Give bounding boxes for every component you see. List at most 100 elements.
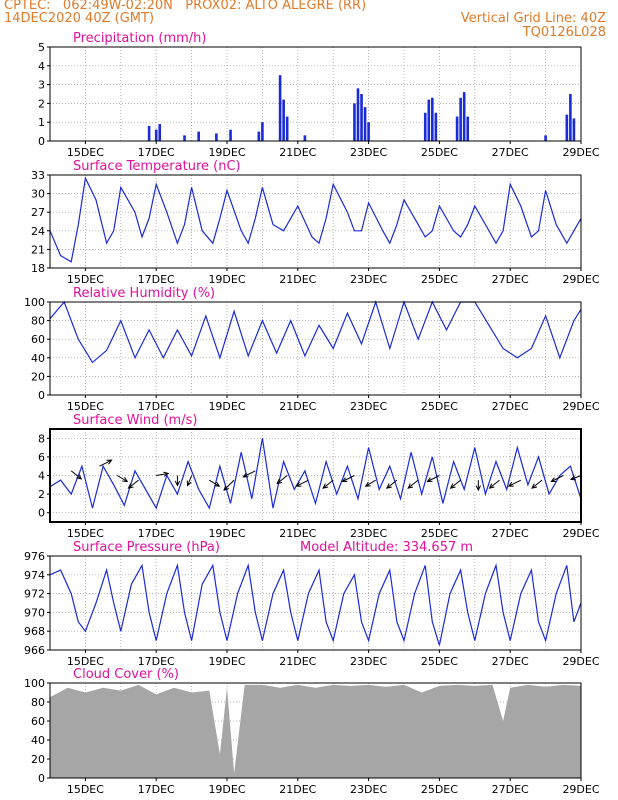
wind-arrow [365,479,376,487]
wind-arrow-head [276,478,283,485]
rh-ytick-label: 100 [24,296,45,309]
precip-bar [572,118,576,141]
precip-bar [360,94,363,141]
precip-ytick-label: 1 [38,116,45,129]
wind-arrow-head [386,483,392,489]
wind-arrow [296,479,309,487]
header-model-id: TQ0126L028 [522,25,606,40]
rh-xtick-label: 17DEC [138,400,175,413]
precip-bar [565,114,569,141]
pressure-line [49,563,582,646]
pressure-title: Surface Pressure (hPa) [73,540,220,555]
precip-bar [183,135,186,141]
temp-frame [49,174,582,269]
wind-xtick-label: 29DEC [562,527,599,540]
precip-ytick-label: 3 [38,79,45,92]
precip-bar [147,125,151,141]
rh-ytick-label: 40 [31,352,45,365]
wind-arrow-head [364,481,371,487]
rh-xtick-label: 29DEC [562,400,599,413]
cloud-area [50,684,581,778]
wind-xtick-label: 15DEC [67,527,104,540]
wind-arrow [243,470,256,478]
pressure-xtick-label: 23DEC [350,655,387,668]
precip-bar [303,135,307,141]
pressure-xtick-label: 17DEC [138,655,175,668]
temp-ytick-label: 18 [31,262,45,275]
cloud-ytick-label: 20 [31,753,45,766]
precip-bar [197,131,200,141]
precip-xtick-label: 29DEC [562,146,599,159]
rh-xtick-label: 15DEC [67,400,104,413]
temp-xtick-label: 19DEC [208,273,245,286]
precip-bar [431,97,434,141]
cloud-xtick-label: 23DEC [350,783,387,796]
wind-arrow [156,473,169,476]
rh-xtick-label: 23DEC [350,400,387,413]
wind-arrow-head [223,485,229,491]
precip-frame [49,46,582,142]
wind-title: Surface Wind (m/s) [73,413,197,428]
pressure-ytick-label: 970 [24,606,45,619]
cloud-xtick-label: 27DEC [492,783,529,796]
wind-arrow [531,479,543,489]
precip-bar [427,99,431,141]
cloud-ytick-label: 40 [31,734,45,747]
pressure-ytick-label: 974 [24,569,45,582]
temp-ytick-label: 27 [31,206,45,219]
wind-arrow-head [507,481,514,487]
rh-xtick-label: 21DEC [279,400,316,413]
cloud-xtick-label: 15DEC [67,783,104,796]
rh-xtick-label: 19DEC [208,400,245,413]
header-date: 14DEC2020 40Z (GMT) [4,11,155,26]
temp-line [49,176,582,263]
temp-ytick-label: 30 [31,188,45,201]
temp-title: Surface Temperature (nC) [73,159,241,174]
precip-bar [363,107,367,141]
pressure-xtick-label: 21DEC [279,655,316,668]
cloud-ytick-label: 100 [24,677,45,690]
rh-frame [49,301,582,396]
precip-bar [285,116,289,141]
wind-arrow [342,475,355,482]
header-grid-note: Vertical Grid Line: 40Z [460,11,606,26]
wind-ytick-label: 2 [38,488,45,501]
wind-arrow [276,475,288,484]
pressure-subtitle: Model Altitude: 334.657 m [300,540,473,555]
wind-arrow-head [426,477,433,483]
cloud-ytick-label: 0 [38,772,45,785]
temp-xtick-label: 21DEC [279,273,316,286]
wind-arrow-head [531,483,538,489]
temp-ytick-label: 21 [31,243,45,256]
pressure-ytick-label: 976 [24,550,45,563]
wind-arrow-head [407,483,414,489]
wind-arrow [209,479,220,487]
rh-ytick-label: 60 [31,333,45,346]
pressure-ytick-label: 966 [24,644,45,657]
precip-bar [229,129,232,141]
pressure-ytick-label: 972 [24,588,45,601]
precip-bar [569,94,572,141]
pressure-xtick-label: 29DEC [562,655,599,668]
header-station: CPTEC: 062:49W-02:20N PROX02: ALTO ALEGR… [4,0,367,13]
cloud-xtick-label: 21DEC [279,783,316,796]
wind-arrow-head [341,477,348,483]
wind-arrow [489,479,500,489]
precip-bar [353,103,356,141]
rh-ytick-label: 80 [31,315,45,328]
temp-xtick-label: 15DEC [67,273,104,286]
pressure-xtick-label: 25DEC [421,655,458,668]
wind-xtick-label: 23DEC [350,527,387,540]
cloud-xtick-label: 25DEC [421,783,458,796]
precip-ytick-label: 4 [38,60,45,73]
rh-ytick-label: 0 [38,389,45,402]
wind-arrow-head [488,483,495,489]
cloud-xtick-label: 29DEC [562,783,599,796]
precip-title: Precipitation (mm/h) [73,31,206,46]
wind-arrow [427,475,440,482]
precip-bar [261,122,264,141]
rh-ytick-label: 20 [31,370,45,383]
wind-arrow [70,470,82,480]
wind-ytick-label: 8 [38,432,45,445]
